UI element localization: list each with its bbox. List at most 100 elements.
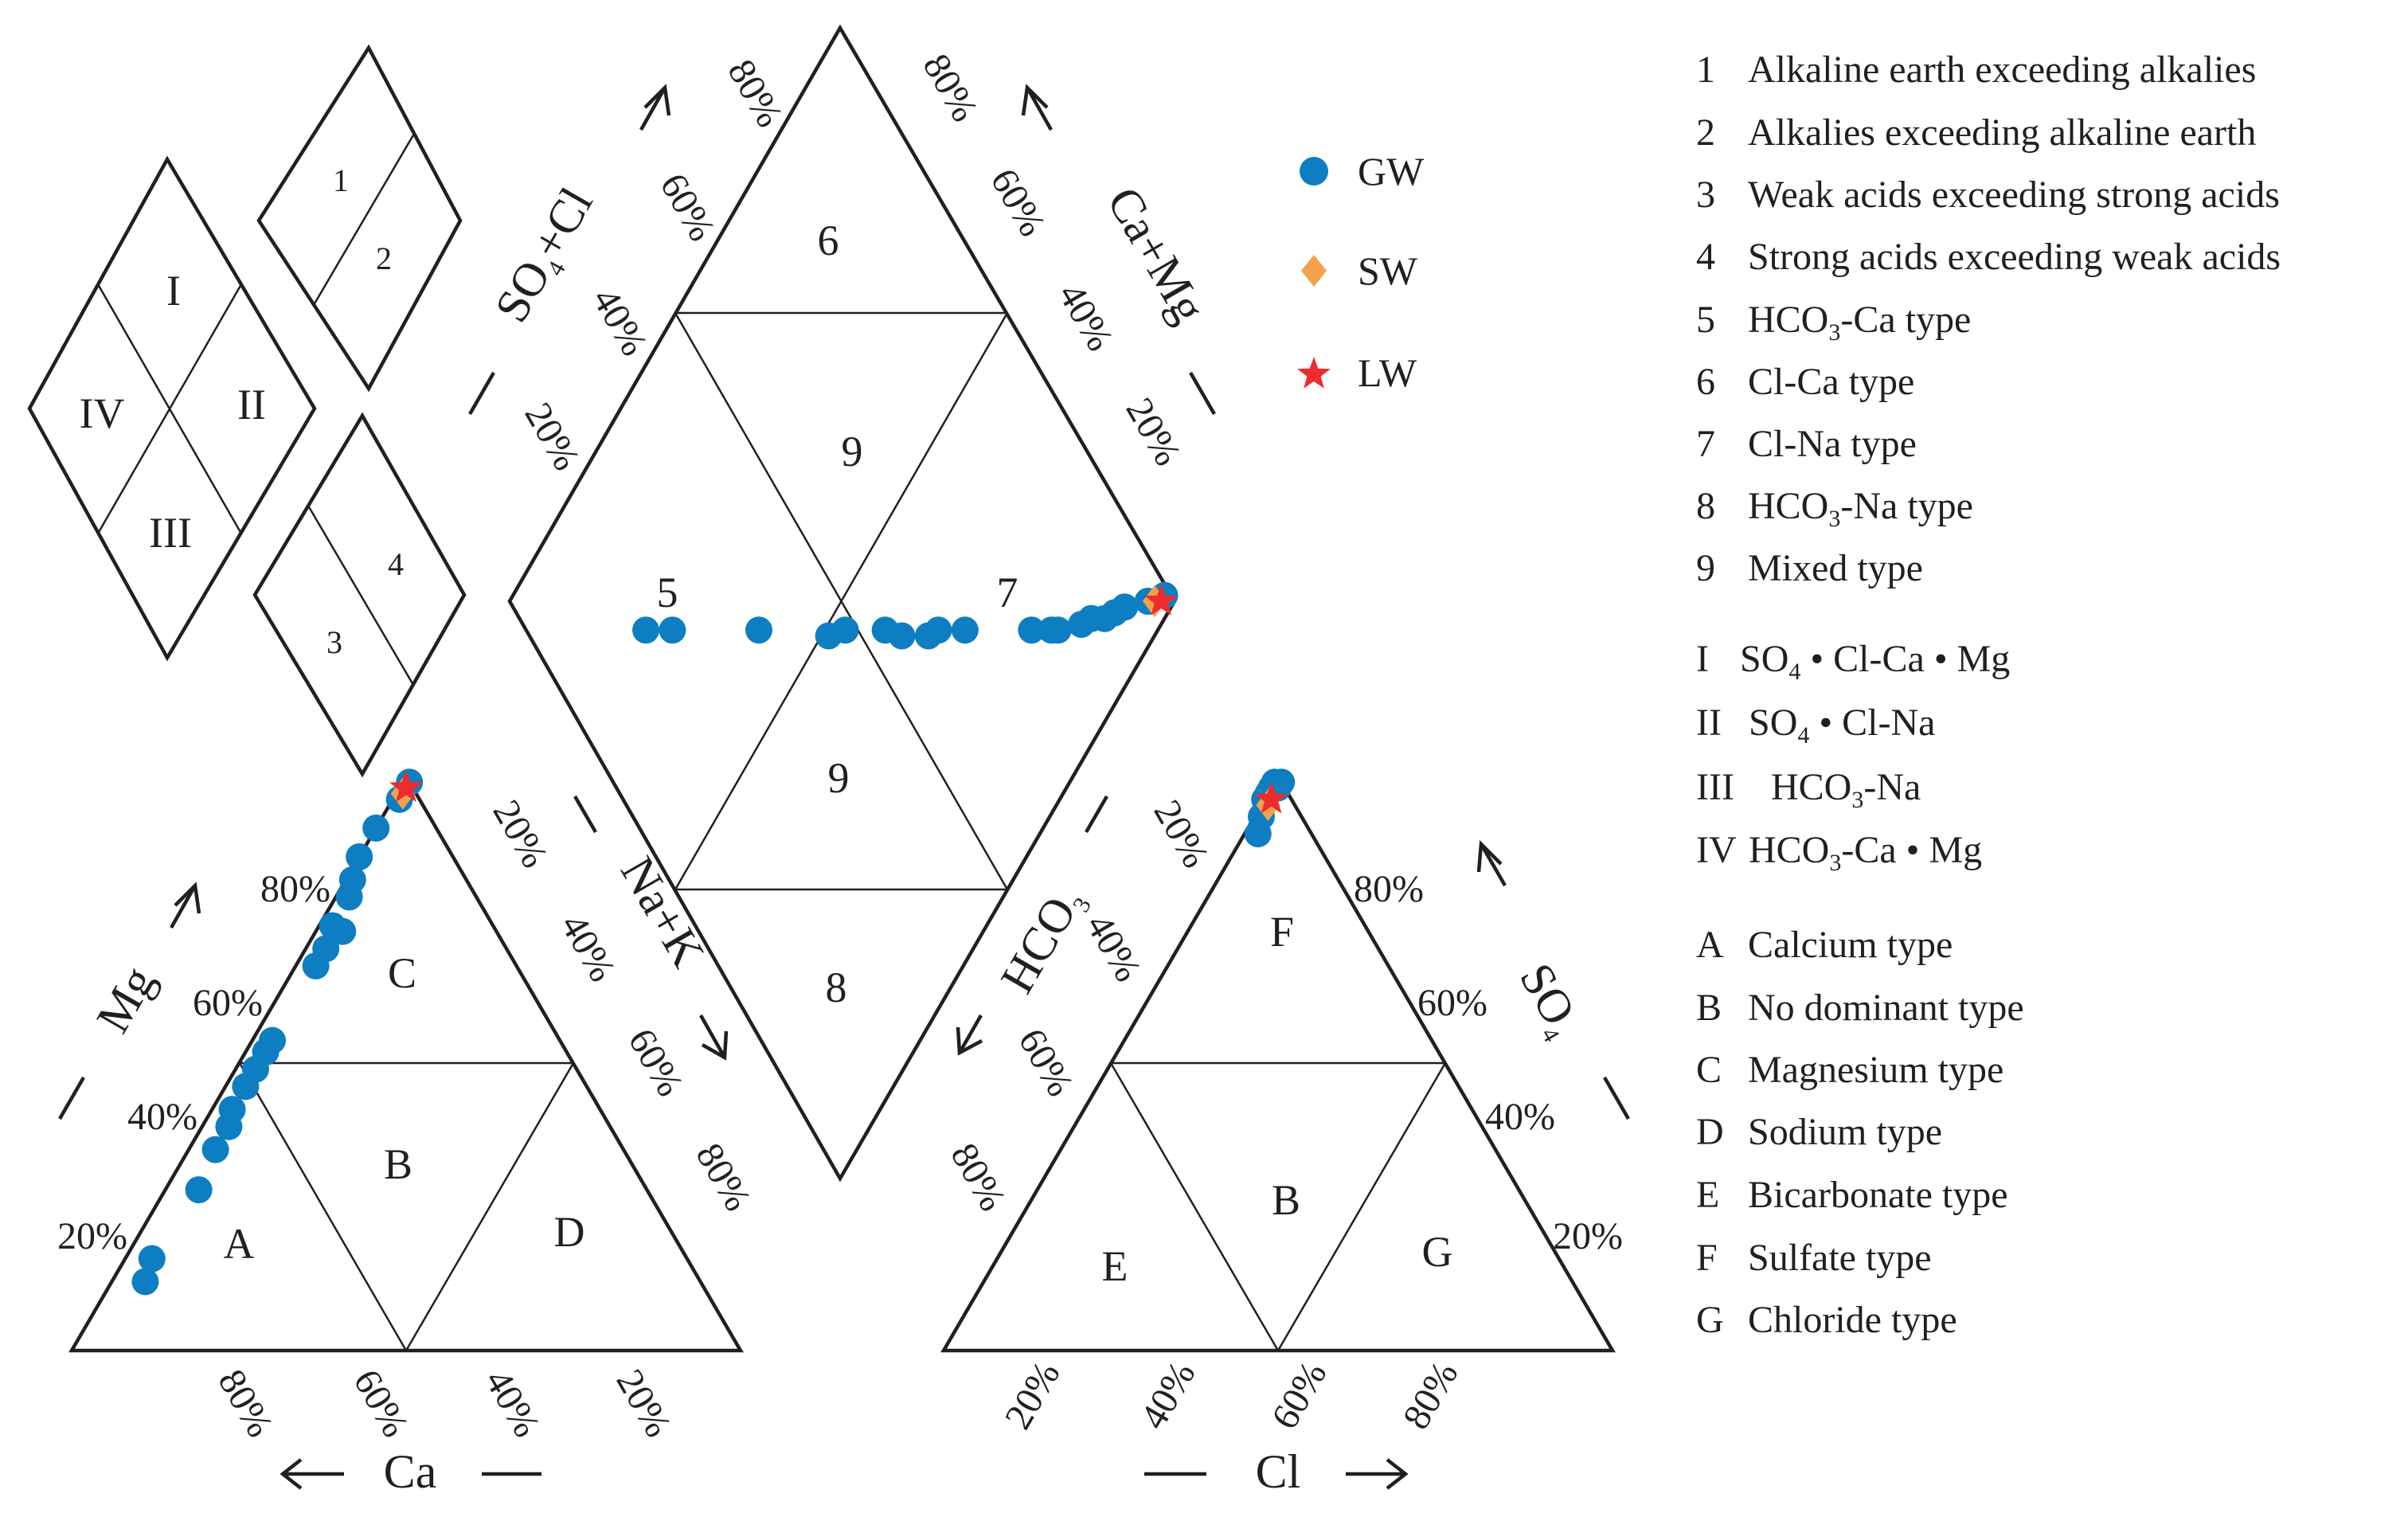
gw-cation-point-17	[201, 1136, 229, 1163]
series-gw-points	[131, 581, 1296, 1296]
key-number: D	[1696, 1111, 1724, 1153]
tick-nak-40: 40%	[552, 907, 624, 989]
key-row: II SO4 • Cl-Na	[1696, 702, 1935, 749]
gw-diamond-point-15	[871, 616, 899, 644]
tick-cl-80: 80%	[1395, 1355, 1467, 1437]
key-number: 2	[1696, 111, 1715, 154]
series-lw-points	[389, 584, 1288, 814]
ticks-nak: 20% 40% 60% 80%	[484, 793, 759, 1218]
key-description: SO4 • Cl-Ca • Mg	[1740, 638, 2010, 685]
arrow-camg	[1026, 86, 1053, 131]
gw-diamond-point-10	[1018, 616, 1046, 644]
legend-lw-marker	[1297, 357, 1331, 389]
lw-cation-point-1	[389, 770, 423, 803]
key-number: 6	[1696, 361, 1715, 403]
gw-cation-point-10	[302, 952, 330, 979]
axis-mg-label: Mg	[86, 957, 165, 1041]
zone-F: F	[1270, 908, 1294, 956]
ticks-so4: 80% 60% 40% 20%	[1354, 868, 1623, 1257]
gw-anion-point-8	[1261, 768, 1288, 796]
lw-diamond-point-1	[1144, 584, 1179, 616]
tick-cl-60: 60%	[1264, 1355, 1335, 1437]
key-description: SO4 • Cl-Na	[1749, 702, 1935, 749]
key-row: D Sodium type	[1696, 1111, 1942, 1153]
key-zone-1: 1	[333, 162, 349, 198]
key-description: HCO3-Na	[1771, 766, 1921, 813]
key-row: 2 Alkalies exceeding alkaline earth	[1696, 111, 2256, 154]
lw-anion-point-1	[1254, 781, 1288, 814]
key-description: HCO3-Na type	[1748, 485, 1973, 532]
key-row: 9 Mixed type	[1696, 547, 1923, 589]
key-diamond-upper: 1 2	[256, 44, 463, 393]
tick-hco3-60: 60%	[1010, 1022, 1081, 1104]
tick-nak-60: 60%	[620, 1022, 691, 1104]
key-zone-I: I	[166, 267, 181, 315]
key-row: C Magnesium type	[1696, 1049, 2003, 1091]
key-row: 4 Strong acids exceeding weak acids	[1696, 236, 2281, 278]
legend: GW SW LW	[1297, 149, 1425, 395]
gw-cation-point-16	[215, 1112, 243, 1140]
key-row: 5 HCO3-Ca type	[1696, 299, 1971, 346]
key-row: IV HCO3-Ca • Mg	[1696, 829, 1982, 876]
axis-ca: Ca	[280, 1445, 541, 1498]
key-number: 5	[1696, 299, 1715, 341]
zone-8: 8	[826, 964, 847, 1011]
tick-camg-80: 80%	[914, 47, 986, 129]
gw-cation-point-3	[362, 814, 390, 842]
tick-mg-60: 60%	[193, 982, 263, 1024]
key-number: 3	[1696, 174, 1715, 216]
key-description: Cl-Na type	[1748, 423, 1917, 465]
key-row: I SO4 • Cl-Ca • Mg	[1696, 638, 2010, 685]
key-description: Strong acids exceeding weak acids	[1748, 236, 2281, 278]
axis-mg: Mg	[58, 882, 201, 1120]
central-diamond: 6 9 5 7 9 8	[507, 24, 1177, 1183]
key-description: Weak acids exceeding strong acids	[1748, 174, 2280, 216]
tick-hco3-40: 40%	[1077, 907, 1149, 989]
classification-key: 1 Alkaline earth exceeding alkalies 2 Alkal…	[1696, 49, 2281, 1341]
ticks-cl: 20% 40% 60% 80%	[997, 1355, 1467, 1437]
legend-gw-label: GW	[1358, 149, 1425, 194]
key-description: Alkaline earth exceeding alkalies	[1748, 49, 2256, 91]
ticks-mg: 80% 60% 40% 20%	[57, 868, 330, 1257]
key-zone-2: 2	[376, 240, 392, 276]
key-zone-3: 3	[326, 624, 342, 660]
gw-cation-point-19	[138, 1245, 166, 1273]
key-number: C	[1696, 1049, 1722, 1091]
key-row: 8 HCO3-Na type	[1696, 485, 1973, 532]
key-description: Sulfate type	[1748, 1237, 1932, 1279]
key-zone-II: II	[237, 381, 266, 428]
tick-mg-80: 80%	[260, 868, 330, 910]
tick-hco3-20: 20%	[1145, 793, 1217, 875]
key-number: E	[1696, 1174, 1719, 1216]
axis-nak-label: Na+K	[611, 848, 715, 975]
axis-cl: Cl	[1144, 1445, 1409, 1498]
tick-cl-20: 20%	[997, 1355, 1069, 1437]
zone-G: G	[1422, 1228, 1453, 1276]
tick-so4-20: 20%	[1553, 1215, 1623, 1257]
axis-so4cl: SO4+Cl	[468, 84, 671, 416]
gw-diamond-point-18	[745, 616, 772, 644]
key-description: Alkalies exceeding alkaline earth	[1748, 111, 2256, 154]
tick-nak-20: 20%	[484, 793, 556, 875]
gw-cation-point-18	[185, 1176, 213, 1204]
key-row: III HCO3-Na	[1696, 766, 1921, 813]
axis-so4cl-rest: +Cl	[521, 179, 602, 268]
key-row: B No dominant type	[1696, 987, 2024, 1029]
tick-so4cl-40: 40%	[584, 281, 655, 363]
key-description: Magnesium type	[1748, 1049, 2003, 1091]
key-number: 8	[1696, 485, 1715, 527]
dash-nak	[573, 795, 597, 834]
tick-hco3-80: 80%	[942, 1136, 1014, 1218]
gw-cation-point-14	[232, 1073, 260, 1101]
key-number: G	[1696, 1299, 1724, 1341]
key-row: 6 Cl-Ca type	[1696, 361, 1914, 403]
key-number: I	[1696, 638, 1709, 680]
key-number: 7	[1696, 423, 1715, 465]
key-number: B	[1696, 987, 1722, 1029]
gw-diamond-point-11	[951, 616, 979, 644]
tick-ca-80: 80%	[209, 1362, 281, 1445]
zone-7: 7	[997, 569, 1018, 616]
key-number: 1	[1696, 49, 1715, 91]
tick-so4-60: 60%	[1417, 982, 1487, 1024]
